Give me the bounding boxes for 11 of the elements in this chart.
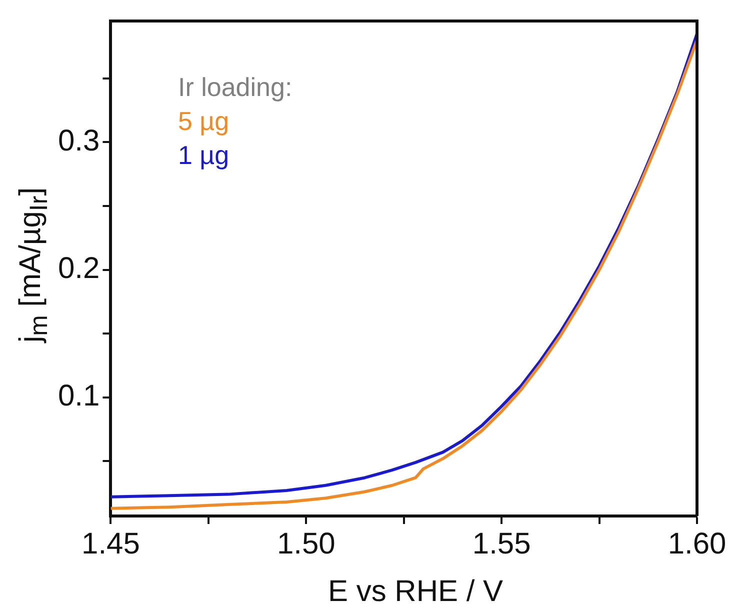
text: 1.60 (668, 527, 726, 560)
legend-title: Ir loading: (178, 71, 292, 104)
x-tick-label: 1.45 (82, 527, 140, 560)
text: 1 µg (178, 139, 230, 172)
x-tick-label: 1.55 (472, 527, 531, 560)
x-axis-title: E vs RHE / V (326, 574, 504, 610)
y-tick-label: 0.2 (58, 252, 100, 286)
text: 5 µg (178, 105, 230, 138)
y-tick-label: 0.3 (58, 124, 100, 158)
y-tick-label: 0.1 (58, 380, 100, 413)
text: 1.50 (276, 527, 336, 560)
